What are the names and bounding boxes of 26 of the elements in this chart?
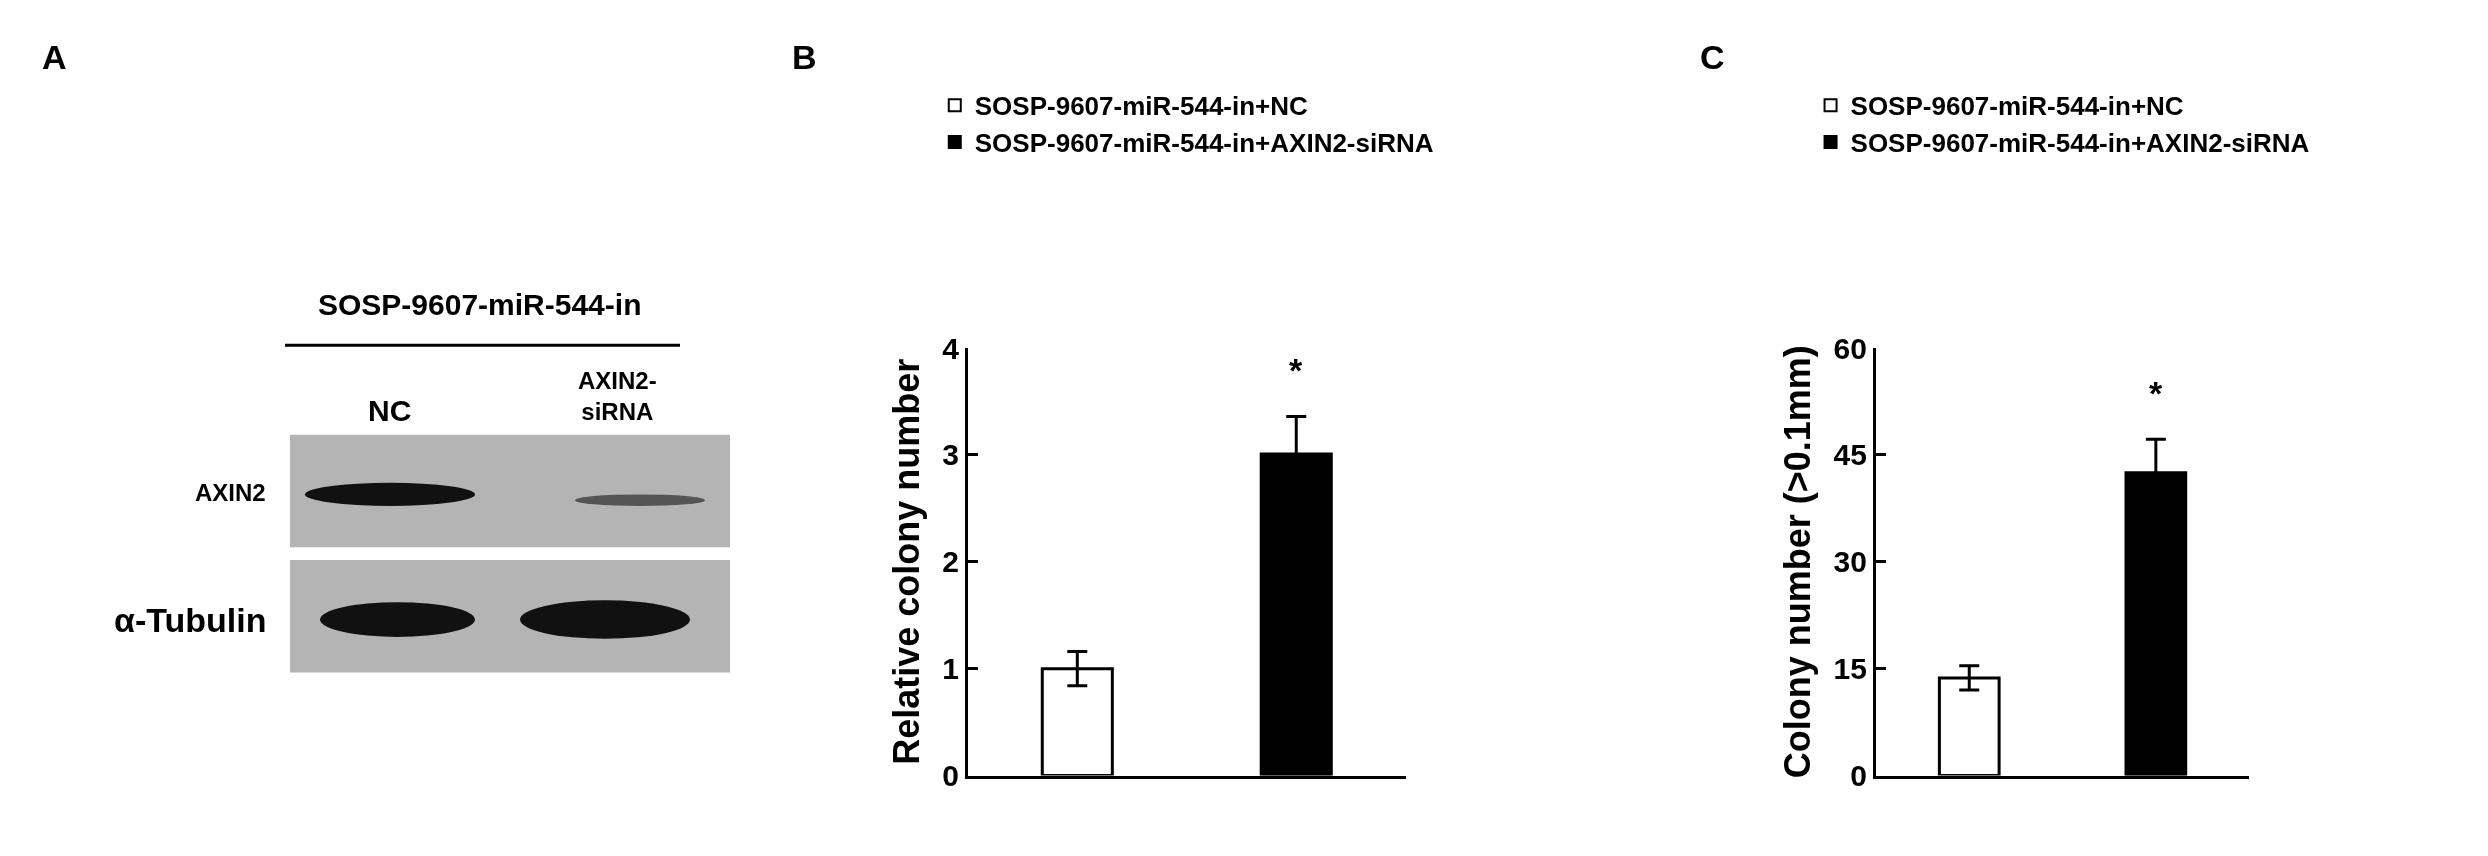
y-tick-label: 30	[1833, 545, 1867, 579]
chart-title: B	[792, 38, 817, 76]
y-axis-title: Relative colony number	[886, 358, 928, 765]
y-tick-label: 3	[942, 438, 959, 472]
legend-label: SOSP-9607-miR-544-in+NC	[1850, 91, 2184, 122]
text: A	[42, 38, 67, 76]
y-tick-label: 4	[942, 331, 960, 365]
text: AXIN2-siRNA	[578, 367, 657, 426]
text: NC	[368, 394, 412, 427]
text: AXIN2	[195, 479, 266, 506]
text: SOSP-9607-miR-544-in	[318, 288, 642, 321]
y-tick-label: 2	[942, 545, 959, 579]
y-tick-label: 45	[1833, 438, 1867, 472]
y-tick-label: 0	[942, 759, 959, 792]
annotation: *	[2149, 374, 2163, 412]
y-tick-label: 60	[1833, 331, 1867, 365]
chart-title: C	[1700, 38, 1725, 76]
annotation: *	[1289, 351, 1303, 389]
y-axis-title: Colony number (>0.1mm)	[1777, 345, 1819, 779]
y-tick-label: 0	[1850, 759, 1867, 792]
y-tick-label: 1	[942, 652, 959, 686]
text: α-Tubulin	[114, 601, 267, 639]
legend-label: SOSP-9607-miR-544-in+AXIN2-siRNA	[1850, 128, 2310, 159]
legend-label: SOSP-9607-miR-544-in+NC	[974, 91, 1309, 122]
y-tick-label: 15	[1833, 652, 1867, 686]
legend-label: SOSP-9607-miR-544-in+AXIN2-siRNA	[974, 128, 1434, 159]
